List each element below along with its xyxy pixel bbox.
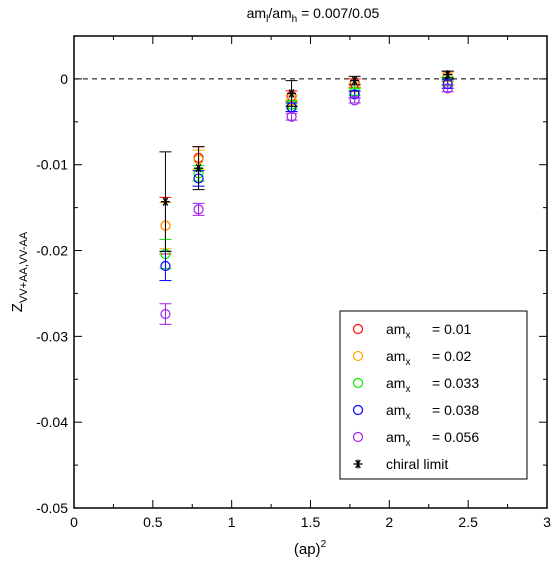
y-tick-label: -0.02	[36, 243, 68, 259]
x-axis-label: (ap)2	[294, 539, 327, 558]
legend-marker	[353, 459, 363, 469]
data-point-series-4	[160, 308, 171, 320]
x-tick-label: 1.5	[301, 514, 321, 530]
legend-marker	[352, 350, 364, 362]
y-tick-label: -0.03	[36, 328, 68, 344]
data-point-chiral-limit	[194, 163, 204, 173]
legend: amx = 0.01 amx = 0.02 amx = 0.033 amx = 0.038 am…	[339, 310, 528, 480]
y-tick-label: -0.05	[36, 500, 68, 516]
x-tick-label: 2	[385, 514, 393, 530]
legend-label: amx = 0.038	[386, 402, 479, 422]
data-point-series-4	[442, 83, 453, 94]
data-point-chiral-limit	[350, 76, 360, 86]
data-point-series-3	[160, 260, 171, 272]
legend-label: chiral limit	[386, 456, 448, 472]
axis-ticks: 0 0.5 1 1.5 2 2.5 3 -0.05 -0.04 -0.03 -0.02 -0.01 0	[36, 36, 551, 530]
y-axis-label: ZVV+AA,VV-AA	[9, 231, 30, 312]
data-point-series-4	[286, 111, 297, 122]
legend-label: amx = 0.056	[386, 429, 479, 449]
x-tick-label: 2.5	[458, 514, 478, 530]
x-tick-label: 1	[228, 514, 236, 530]
data-layer	[159, 70, 454, 325]
legend-label: amx = 0.02	[386, 348, 472, 368]
data-point-chiral-limit	[443, 70, 453, 80]
legend-marker	[352, 404, 364, 416]
y-tick-label: -0.04	[36, 414, 68, 430]
x-tick-label: 0.5	[143, 514, 163, 530]
x-tick-label: 0	[70, 514, 78, 530]
data-point-chiral-limit	[160, 197, 170, 207]
x-tick-label: 3	[543, 514, 551, 530]
chart-title: aml/amh = 0.007/0.05	[247, 5, 380, 25]
y-tick-label: -0.01	[36, 157, 68, 173]
legend-marker	[352, 377, 364, 389]
data-point-series-4	[193, 204, 204, 215]
data-point-chiral-limit	[287, 88, 297, 98]
legend-marker	[352, 431, 364, 443]
legend-label: amx = 0.01	[386, 321, 472, 341]
legend-marker	[352, 323, 364, 335]
legend-box	[339, 310, 528, 480]
data-point-series-4	[349, 95, 360, 106]
legend-label: amx = 0.033	[386, 375, 479, 395]
y-tick-label: 0	[60, 71, 68, 87]
